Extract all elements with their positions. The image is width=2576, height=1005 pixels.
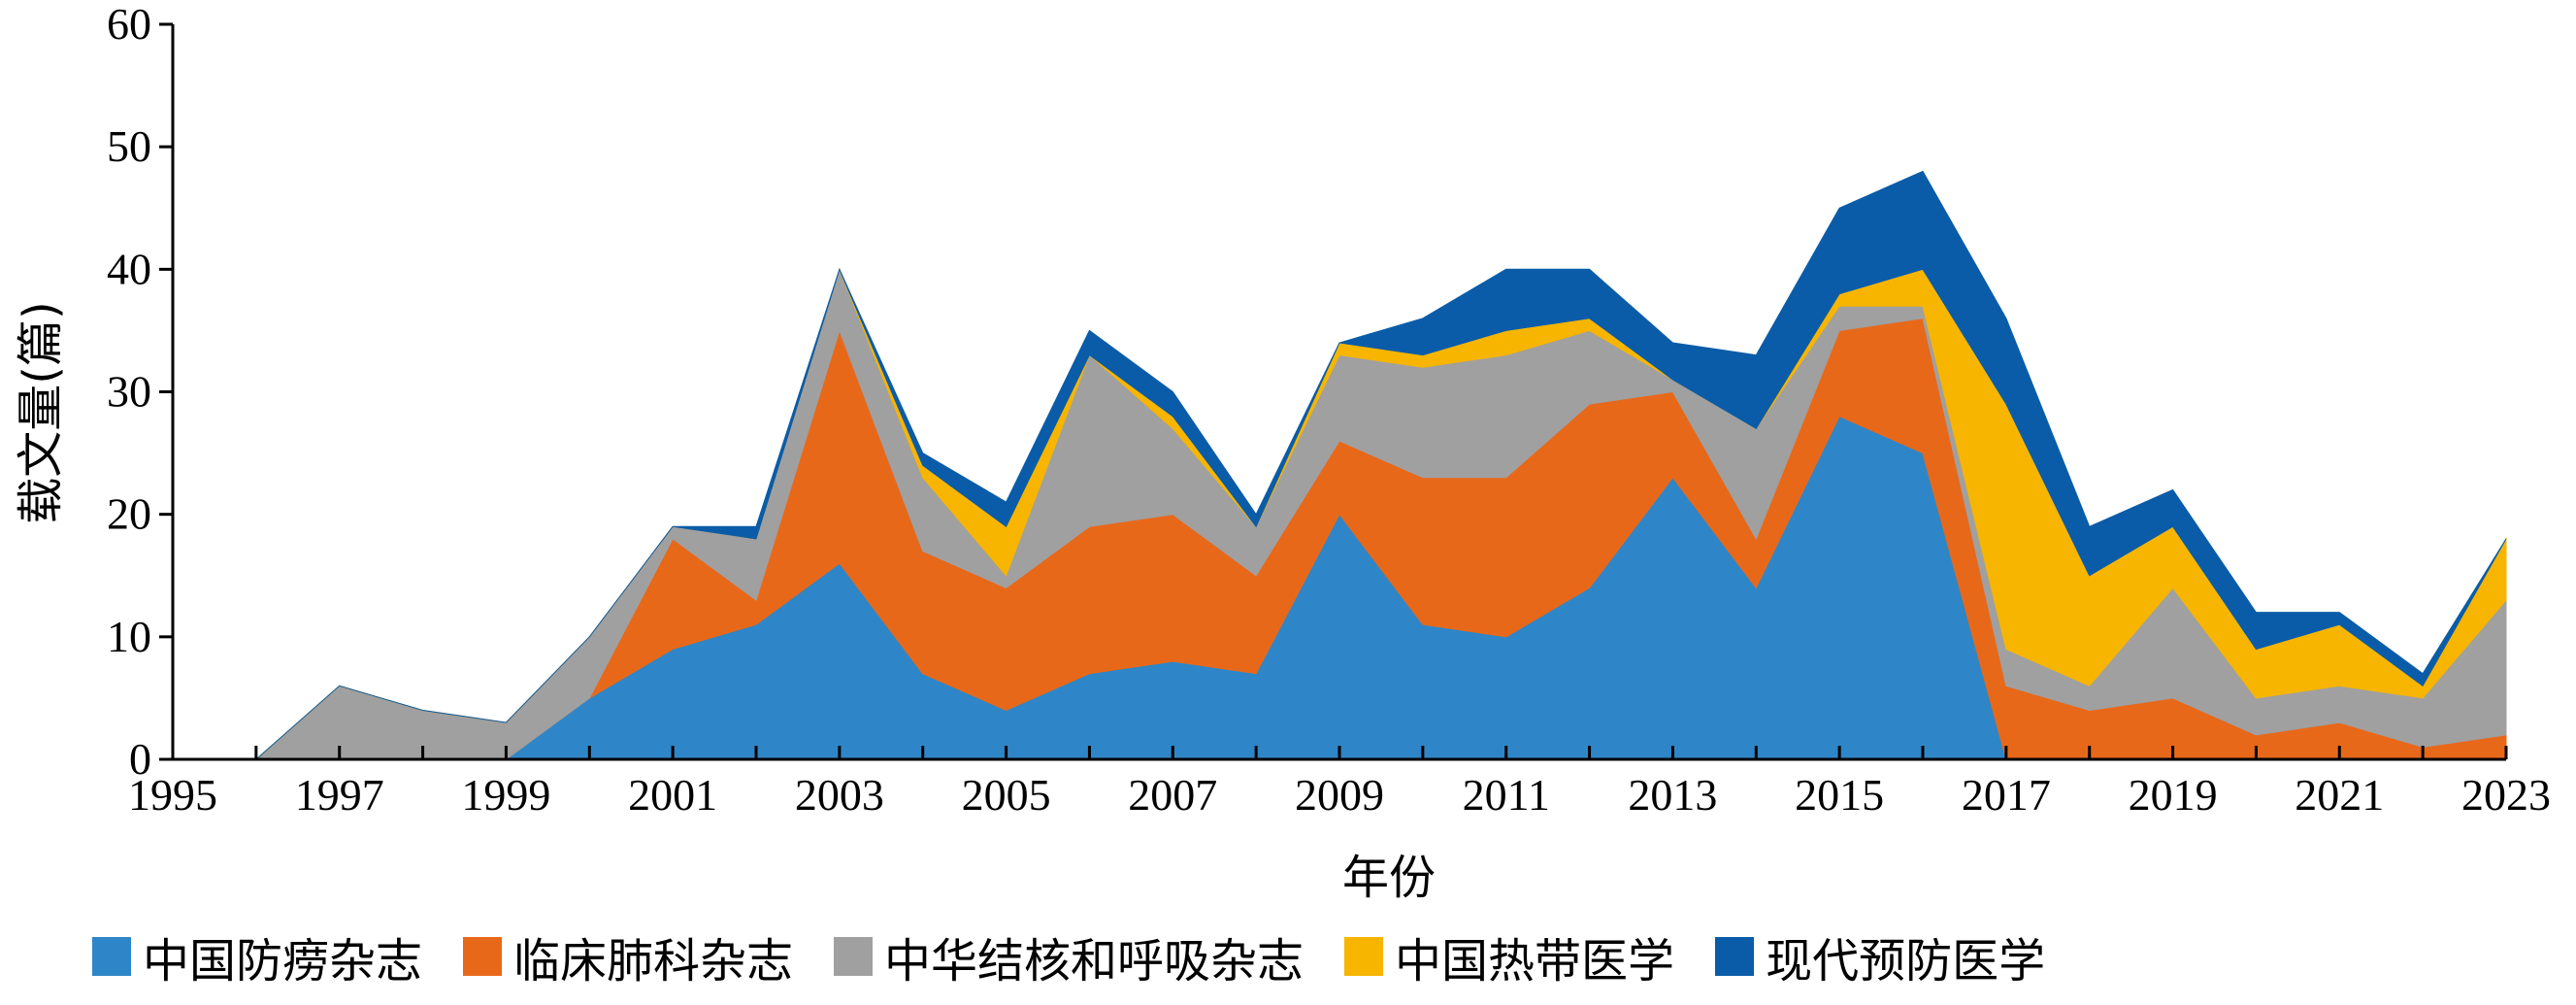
area-series-5 [255,170,2507,760]
legend-item-1: 中国防痨杂志 [92,922,422,990]
x-tick-label: 1995 [128,770,217,820]
legend-label: 现代预防医学 [1766,934,2046,988]
x-axis-title: 年份 [1342,851,1436,905]
legend-item-5: 现代预防医学 [1715,922,2045,990]
legend-swatch [1344,937,1384,976]
y-tick-label: 40 [107,244,151,293]
x-tick-label: 2013 [1628,770,1717,820]
y-tick-label: 10 [107,612,151,661]
x-tick-label: 2001 [628,770,717,820]
legend-item-2: 临床肺科杂志 [463,922,793,990]
x-tick-label: 2005 [962,770,1051,820]
x-tick-label: 2007 [1128,770,1217,820]
chart-legend: 中国防痨杂志 临床肺科杂志 中华结核和呼吸杂志 中国热带医学 现代预防医学 [92,927,2086,988]
y-tick-label: 20 [107,489,151,539]
axes-group: 0 10 20 30 40 50 60 1995 1997 1999 2001 2003 2005 200… [107,0,2551,820]
y-tick-label: 30 [107,367,151,417]
x-tick-label: 2011 [1463,770,1550,820]
legend-swatch [834,937,874,976]
x-tick-label: 2003 [795,770,884,820]
x-tick-label: 2015 [1795,770,1884,820]
legend-label: 中国防痨杂志 [143,934,423,988]
area-series-group [254,170,2507,760]
legend-label: 中华结核和呼吸杂志 [884,934,1305,988]
x-tick-label: 2019 [2129,770,2218,820]
legend-label: 中国热带医学 [1395,934,1675,988]
y-axis-title: 载文量(篇) [14,301,68,523]
legend-label: 临床肺科杂志 [513,934,794,988]
x-tick-label: 2009 [1295,770,1384,820]
x-tick-label: 2023 [2461,770,2551,820]
legend-item-4: 中国热带医学 [1344,922,1674,990]
y-tick-label: 0 [129,734,151,784]
legend-item-3: 中华结核和呼吸杂志 [834,922,1304,990]
x-tick-label: 1997 [295,770,384,820]
y-tick-label: 50 [107,121,151,171]
x-tick-label: 2017 [1962,770,2051,820]
legend-swatch [1715,937,1755,976]
legend-swatch [463,937,503,976]
y-tick-label: 60 [107,0,151,49]
x-tick-label: 2021 [2295,770,2384,820]
x-tick-label: 1999 [461,770,550,820]
legend-swatch [92,937,131,976]
